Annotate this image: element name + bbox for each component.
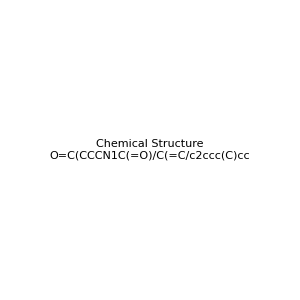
Text: Chemical Structure
O=C(CCCN1C(=O)/C(=C/c2ccc(C)cc: Chemical Structure O=C(CCCN1C(=O)/C(=C/c… (50, 139, 250, 161)
